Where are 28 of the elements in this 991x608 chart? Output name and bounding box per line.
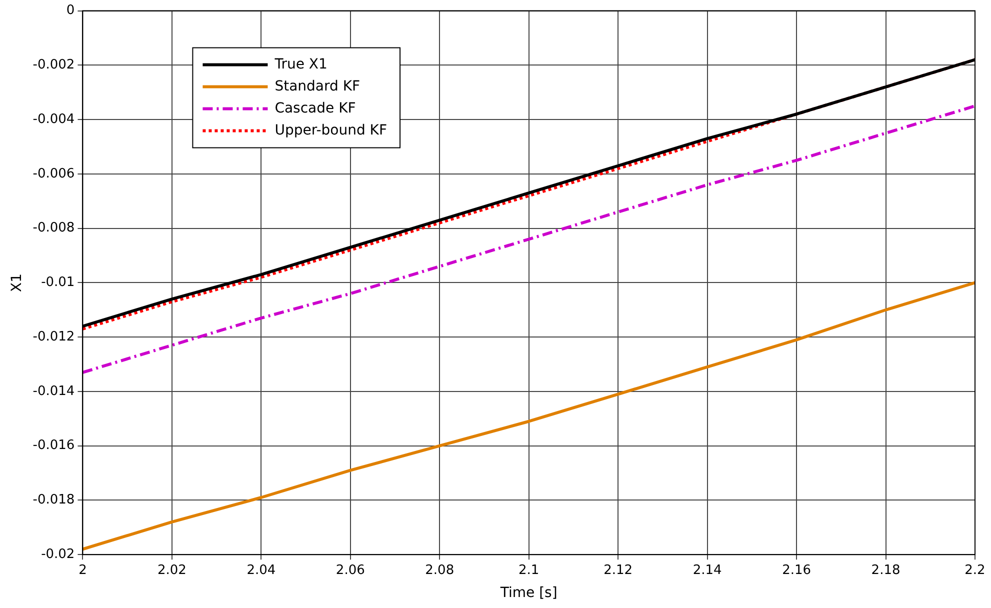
y-tick-label: -0.016 — [32, 438, 75, 454]
x-tick-label: 2.1 — [518, 562, 540, 578]
x-tick-label: 2.2 — [964, 562, 986, 578]
y-tick-label: -0.004 — [32, 112, 75, 127]
y-tick-label: 0 — [66, 3, 75, 18]
x-tick-label: 2.18 — [871, 562, 900, 578]
y-tick-label: -0.018 — [32, 492, 75, 508]
legend-label: True X1 — [274, 56, 328, 72]
y-tick-label: -0.008 — [32, 220, 75, 236]
legend-label: Upper-bound KF — [274, 122, 388, 138]
x-tick-label: 2.04 — [246, 562, 276, 578]
y-tick-label: -0.01 — [41, 275, 75, 290]
x-tick-label: 2.14 — [692, 562, 722, 578]
legend-label: Cascade KF — [274, 100, 356, 116]
x-tick-label: 2.02 — [157, 562, 186, 578]
y-axis-title: X1 — [9, 273, 26, 292]
y-tick-label: -0.02 — [41, 546, 75, 562]
y-tick-label: -0.014 — [32, 384, 75, 399]
x-tick-label: 2.08 — [425, 562, 454, 578]
x-tick-label: 2.06 — [336, 562, 365, 578]
x-tick-label: 2 — [78, 562, 87, 578]
x-tick-label: 2.16 — [782, 562, 812, 578]
x-axis-title: Time [s] — [499, 585, 558, 602]
legend-label: Standard KF — [274, 78, 360, 94]
x-tick-label: 2.12 — [604, 562, 633, 578]
y-tick-label: -0.012 — [32, 329, 75, 344]
y-tick-label: -0.002 — [32, 58, 75, 73]
y-tick-label: -0.006 — [32, 166, 75, 182]
